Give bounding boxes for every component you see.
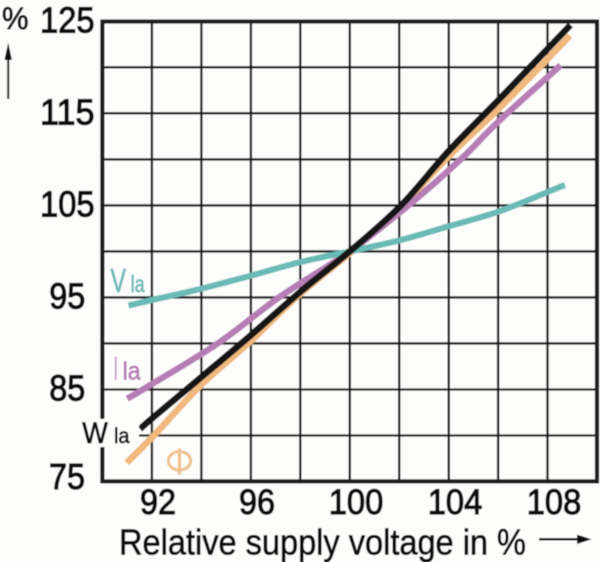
svg-text:75: 75 [49,456,85,497]
svg-text:la: la [114,425,130,448]
svg-text:105: 105 [40,184,95,225]
svg-text:92: 92 [140,482,176,522]
svg-text:108: 108 [527,482,582,522]
svg-text:la: la [123,357,141,385]
svg-text:I: I [114,350,118,386]
svg-text:Relative supply voltage in %: Relative supply voltage in % [119,522,526,562]
svg-text:104: 104 [428,482,483,522]
svg-text:V: V [111,262,127,299]
svg-text:115: 115 [40,92,95,133]
svg-text:96: 96 [239,482,275,522]
svg-text:85: 85 [49,368,85,409]
svg-text:95: 95 [49,276,85,317]
svg-text:la: la [131,271,145,297]
svg-text:100: 100 [329,482,384,522]
svg-text:W: W [82,417,108,450]
svg-text:125: 125 [40,0,95,41]
svg-text:%: % [2,0,29,36]
